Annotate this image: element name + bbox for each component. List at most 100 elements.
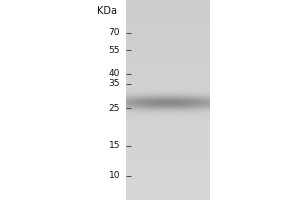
Bar — [126, 54, 210, 55]
Bar — [126, 23, 210, 24]
Bar — [126, 29, 210, 30]
Bar — [126, 76, 210, 77]
Bar — [126, 162, 210, 163]
Bar — [126, 144, 210, 145]
Bar — [126, 189, 210, 190]
Bar — [126, 136, 210, 137]
Bar — [126, 173, 210, 174]
Bar — [126, 24, 210, 25]
Bar — [126, 198, 210, 199]
Bar — [126, 119, 210, 120]
Bar — [126, 89, 210, 90]
Bar — [126, 32, 210, 33]
Bar — [126, 190, 210, 191]
Bar — [126, 88, 210, 89]
Bar — [126, 115, 210, 116]
Bar — [126, 150, 210, 151]
Bar — [126, 184, 210, 185]
Bar — [126, 117, 210, 118]
Bar — [126, 45, 210, 46]
Bar — [126, 42, 210, 43]
Bar — [126, 146, 210, 147]
Bar — [126, 128, 210, 129]
Bar — [126, 151, 210, 152]
Bar — [126, 75, 210, 76]
Bar — [126, 191, 210, 192]
Bar — [126, 59, 210, 60]
Bar — [126, 194, 210, 195]
Bar — [126, 68, 210, 69]
Bar — [126, 12, 210, 13]
Bar — [126, 171, 210, 172]
Bar — [126, 132, 210, 133]
Bar — [126, 122, 210, 123]
Bar — [126, 179, 210, 180]
Bar — [126, 112, 210, 113]
Bar — [126, 2, 210, 3]
Bar — [126, 168, 210, 169]
Bar — [126, 140, 210, 141]
Bar — [126, 1, 210, 2]
Bar — [126, 172, 210, 173]
Bar — [126, 7, 210, 8]
Text: 40: 40 — [109, 69, 120, 78]
Bar — [126, 16, 210, 17]
Bar — [126, 126, 210, 127]
Bar — [126, 156, 210, 157]
Bar — [126, 35, 210, 36]
Bar — [126, 81, 210, 82]
Bar — [126, 152, 210, 153]
Bar — [126, 99, 210, 100]
Bar — [126, 135, 210, 136]
Bar — [126, 107, 210, 108]
Bar — [126, 91, 210, 92]
Bar — [126, 181, 210, 182]
Bar — [126, 22, 210, 23]
Bar — [126, 55, 210, 56]
Bar — [126, 113, 210, 114]
Bar — [126, 66, 210, 67]
Bar — [126, 180, 210, 181]
Bar — [126, 145, 210, 146]
Bar — [126, 166, 210, 167]
Bar — [126, 137, 210, 138]
Bar — [126, 94, 210, 95]
Bar — [126, 96, 210, 97]
Bar — [126, 13, 210, 14]
Bar — [126, 188, 210, 189]
Bar — [126, 103, 210, 104]
Bar — [126, 10, 210, 11]
Bar — [126, 58, 210, 59]
Bar — [126, 73, 210, 74]
Bar — [126, 174, 210, 175]
Bar — [126, 47, 210, 48]
Bar — [126, 178, 210, 179]
Text: 25: 25 — [109, 104, 120, 113]
Bar — [126, 40, 210, 41]
Bar — [126, 79, 210, 80]
Bar — [126, 61, 210, 62]
Bar — [126, 26, 210, 27]
Bar — [126, 78, 210, 79]
Bar — [126, 44, 210, 45]
Bar — [126, 14, 210, 15]
Bar — [126, 0, 210, 1]
Bar — [126, 169, 210, 170]
Bar — [126, 36, 210, 37]
Bar — [126, 77, 210, 78]
Bar — [126, 98, 210, 99]
Bar — [126, 124, 210, 125]
Bar — [126, 159, 210, 160]
Bar — [126, 118, 210, 119]
Bar — [126, 51, 210, 52]
Bar — [126, 196, 210, 197]
Bar — [126, 52, 210, 53]
Bar — [126, 187, 210, 188]
Bar — [126, 110, 210, 111]
Bar — [126, 5, 210, 6]
Bar — [126, 104, 210, 105]
Bar — [126, 83, 210, 84]
Bar — [126, 33, 210, 34]
Bar — [126, 149, 210, 150]
Bar — [126, 170, 210, 171]
